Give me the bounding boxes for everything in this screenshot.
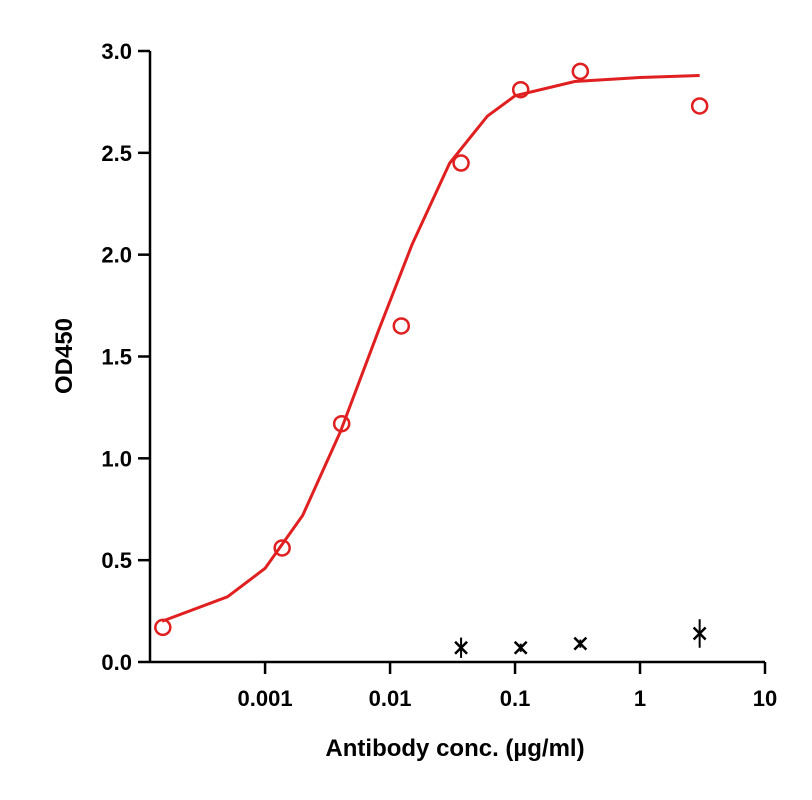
- data-point: [573, 636, 588, 651]
- y-tick-label: 2.0: [101, 243, 132, 268]
- data-point: [332, 414, 351, 433]
- x-tick-label: 1: [634, 686, 646, 711]
- y-tick-label: 1.0: [101, 446, 132, 471]
- y-tick-label: 0.5: [101, 548, 132, 573]
- data-point: [511, 80, 530, 99]
- x-tick-label: 0.1: [500, 686, 531, 711]
- x-tick-label: 0.01: [369, 686, 412, 711]
- y-tick-label: 0.0: [101, 650, 132, 675]
- data-point: [454, 640, 468, 655]
- x-tick-label: 0.001: [238, 686, 293, 711]
- x-tick-label: 10: [753, 686, 777, 711]
- x-axis-label: Antibody conc. (µg/ml): [325, 735, 584, 762]
- data-point: [273, 539, 291, 557]
- data-point: [452, 154, 470, 172]
- y-axis-label: OD450: [51, 318, 78, 394]
- data-point: [513, 640, 528, 655]
- data-point: [692, 626, 707, 641]
- data-point: [571, 62, 590, 81]
- fit-curve: [161, 73, 700, 623]
- data-point: [392, 317, 411, 335]
- y-tick-label: 1.5: [101, 345, 132, 370]
- data-point: [154, 618, 172, 637]
- data-point: [690, 97, 709, 115]
- y-tick-label: 2.5: [101, 141, 132, 166]
- y-tick-label: 3.0: [101, 39, 132, 64]
